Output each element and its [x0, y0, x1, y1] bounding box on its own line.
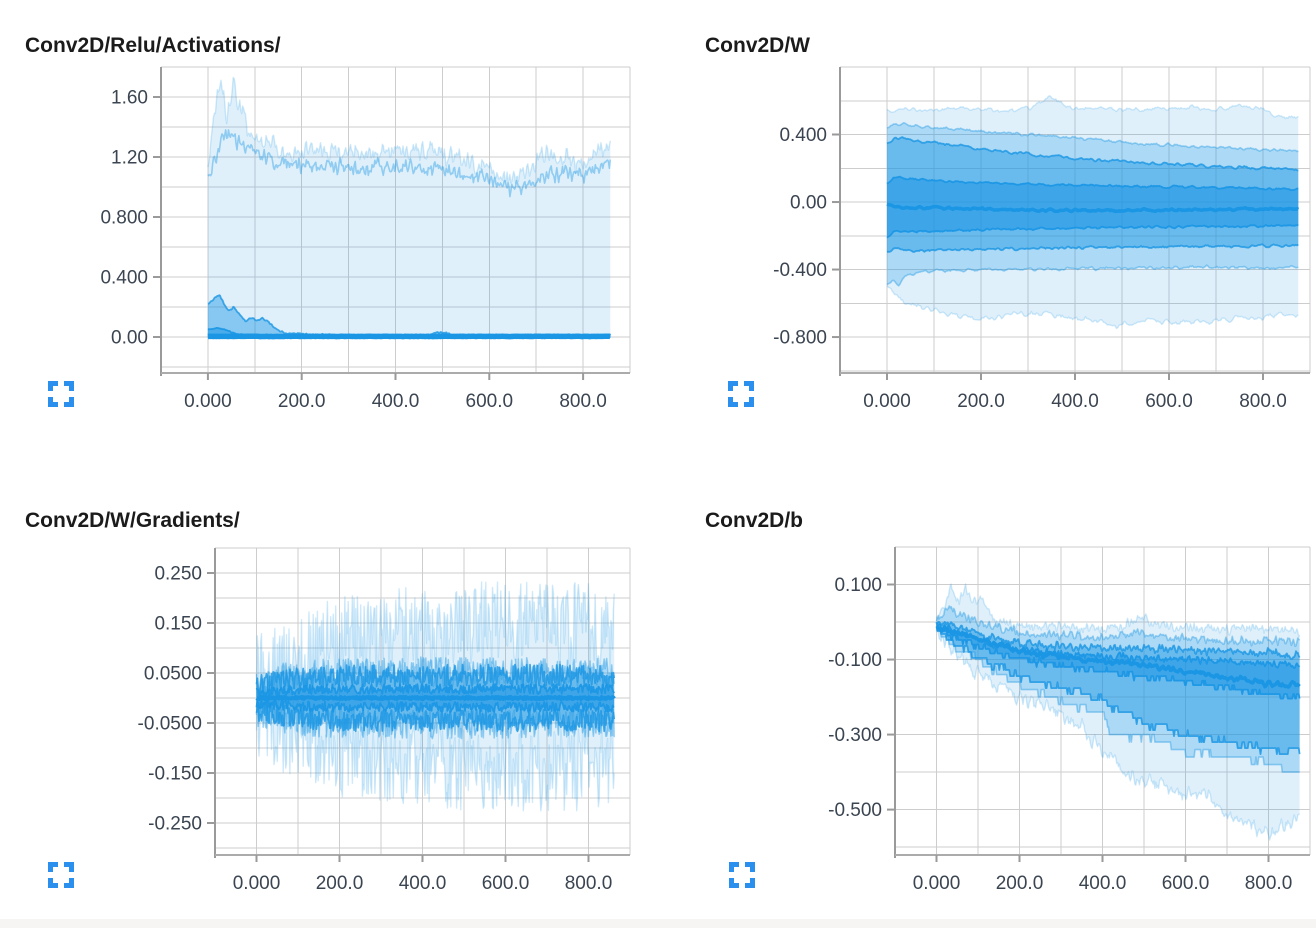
svg-text:600.0: 600.0	[1162, 873, 1210, 894]
svg-text:200.0: 200.0	[996, 873, 1044, 894]
svg-text:-0.300: -0.300	[828, 725, 882, 746]
fullscreen-expand-icon	[728, 381, 754, 407]
svg-text:400.0: 400.0	[399, 873, 447, 894]
chart-title: Conv2D/Relu/Activations/	[25, 34, 281, 57]
chart-title: Conv2D/b	[705, 509, 804, 532]
svg-text:400.0: 400.0	[1079, 873, 1127, 894]
distribution-chart-conv2d-relu-activations[interactable]: 0.000 200.0 400.0 600.0 800.0 1.60 1.20 0.800 0.…	[0, 0, 658, 464]
svg-text:0.000: 0.000	[913, 873, 961, 894]
chart-title: Conv2D/W/Gradients/	[25, 509, 240, 532]
distribution-chart-conv2d-w-gradients[interactable]: 0.000 200.0 400.0 600.0 800.0 0.250 0.150 0.050…	[0, 464, 658, 928]
svg-text:600.0: 600.0	[482, 873, 530, 894]
svg-text:-0.400: -0.400	[773, 260, 827, 281]
expand-chart-button[interactable]	[729, 862, 755, 888]
svg-text:0.250: 0.250	[154, 564, 202, 585]
svg-text:-0.500: -0.500	[828, 800, 882, 821]
svg-text:800.0: 800.0	[565, 873, 613, 894]
svg-text:800.0: 800.0	[559, 391, 607, 412]
svg-text:0.00: 0.00	[790, 193, 827, 214]
svg-text:600.0: 600.0	[466, 391, 514, 412]
distribution-chart-conv2d-w[interactable]: 0.000 200.0 400.0 600.0 800.0 0.400 0.00 -0.400…	[658, 0, 1316, 464]
svg-text:0.150: 0.150	[154, 614, 202, 635]
svg-text:-0.800: -0.800	[773, 328, 827, 349]
chart-title: Conv2D/W	[705, 34, 810, 57]
svg-text:-0.250: -0.250	[148, 814, 202, 835]
svg-text:-0.0500: -0.0500	[138, 714, 202, 735]
svg-text:1.60: 1.60	[111, 88, 148, 109]
svg-text:0.400: 0.400	[779, 125, 827, 146]
svg-text:200.0: 200.0	[316, 873, 364, 894]
fullscreen-expand-icon	[48, 862, 74, 888]
svg-text:0.000: 0.000	[863, 391, 911, 412]
svg-text:200.0: 200.0	[278, 391, 326, 412]
page-bottom-strip	[0, 919, 1316, 928]
chart-card-conv2d-w: 0.000 200.0 400.0 600.0 800.0 0.400 0.00 -0.400…	[658, 0, 1316, 464]
svg-text:0.00: 0.00	[111, 328, 148, 349]
svg-text:-0.150: -0.150	[148, 764, 202, 785]
svg-text:0.000: 0.000	[184, 391, 232, 412]
fullscreen-expand-icon	[48, 381, 74, 407]
svg-text:0.100: 0.100	[834, 575, 882, 596]
expand-chart-button[interactable]	[48, 381, 74, 407]
svg-text:0.800: 0.800	[100, 208, 148, 229]
chart-card-conv2d-relu-activations: 0.000 200.0 400.0 600.0 800.0 1.60 1.20 0.800 0.…	[0, 0, 658, 464]
expand-chart-button[interactable]	[728, 381, 754, 407]
chart-card-conv2d-b: 0.000 200.0 400.0 600.0 800.0 0.100 -0.100 -0.3…	[658, 464, 1316, 928]
svg-text:800.0: 800.0	[1239, 391, 1287, 412]
svg-text:0.400: 0.400	[100, 268, 148, 289]
svg-text:1.20: 1.20	[111, 148, 148, 169]
svg-text:-0.100: -0.100	[828, 650, 882, 671]
svg-text:200.0: 200.0	[957, 391, 1005, 412]
svg-text:600.0: 600.0	[1145, 391, 1193, 412]
distribution-chart-conv2d-b[interactable]: 0.000 200.0 400.0 600.0 800.0 0.100 -0.100 -0.3…	[658, 464, 1316, 928]
svg-text:400.0: 400.0	[372, 391, 420, 412]
svg-text:800.0: 800.0	[1245, 873, 1293, 894]
svg-text:400.0: 400.0	[1051, 391, 1099, 412]
svg-text:0.0500: 0.0500	[144, 664, 202, 685]
expand-chart-button[interactable]	[48, 862, 74, 888]
chart-card-conv2d-w-gradients: 0.000 200.0 400.0 600.0 800.0 0.250 0.150 0.050…	[0, 464, 658, 928]
fullscreen-expand-icon	[729, 862, 755, 888]
svg-text:0.000: 0.000	[233, 873, 281, 894]
